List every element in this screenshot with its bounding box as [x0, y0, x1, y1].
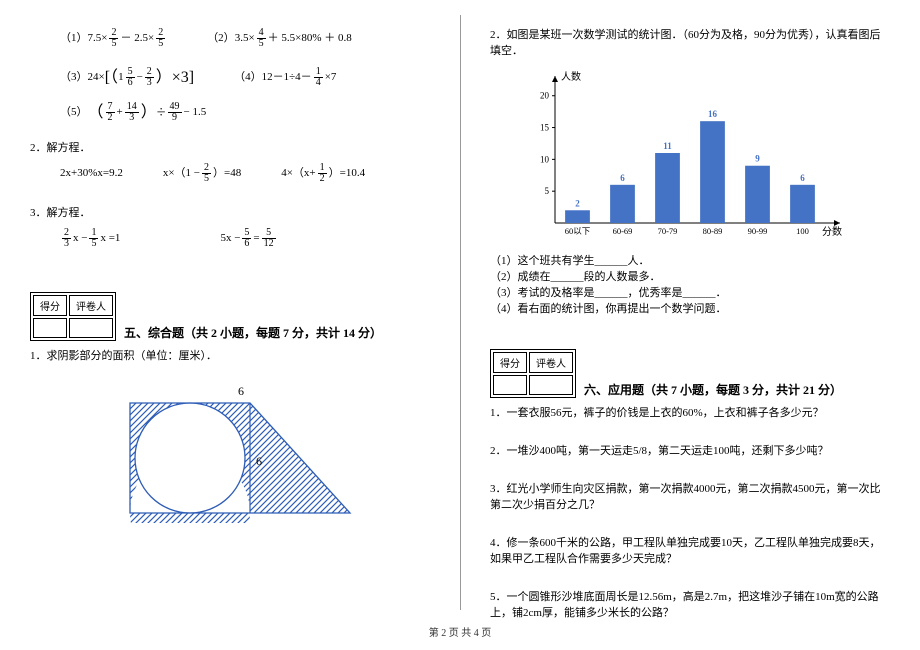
eq3-label: （3）	[60, 71, 88, 84]
svg-text:人数: 人数	[561, 70, 581, 83]
svg-text:80-89: 80-89	[703, 226, 723, 236]
svg-text:分数: 分数	[822, 225, 842, 238]
svg-text:20: 20	[540, 91, 550, 101]
heading-2: 2．解方程．	[30, 139, 430, 155]
svg-text:5: 5	[545, 186, 550, 196]
q2-4: （4）看右面的统计图，你再提出一个数学问题．	[490, 300, 890, 316]
q2-intro: 2．如图是某班一次数学测试的统计图．（60分为及格，90分为优秀），认真看图后填…	[490, 26, 890, 58]
svg-text:15: 15	[540, 123, 550, 133]
eq4-label: （4）12－1÷4－	[234, 71, 312, 84]
geo-label-side: 6	[256, 454, 262, 468]
svg-text:11: 11	[663, 141, 672, 151]
heading-3: 3．解方程．	[30, 204, 430, 220]
svg-text:90-99: 90-99	[748, 226, 768, 236]
solve-row-2: 23 x − 15 x =1 5x − 56 = 512	[60, 228, 430, 249]
page-footer: 第 2 页 共 4 页	[0, 620, 920, 639]
svg-text:60以下: 60以下	[565, 226, 591, 236]
p5: 5．一个圆锥形沙堆底面周长是12.56m，高是2.7m，把这堆沙子铺在10m宽的…	[490, 588, 890, 620]
solve-row-1: 2x+30%x=9.2 x×（1 − 25 ）=48 4×（x+ 12 ）=10…	[60, 163, 430, 184]
svg-text:60-69: 60-69	[613, 226, 633, 236]
svg-text:16: 16	[708, 109, 718, 119]
score-box-right: 得分评卷人	[490, 349, 576, 398]
eq2-label: （2）	[207, 32, 235, 45]
eq-row-2: （3） 24× [（ 1 56 − 23 ）×3] （4）12－1÷4－ 14 …	[60, 67, 430, 88]
p3: 3．红光小学师生向灾区捐款，第一次捐款4000元，第二次捐款4500元，第一次比…	[490, 480, 890, 512]
geometry-figure: 6 6	[100, 373, 360, 533]
svg-text:9: 9	[755, 154, 760, 164]
q2-2: （2）成绩在______段的人数最多．	[490, 268, 890, 284]
eq-row-3: （5） （ 72 + 143 ）÷ 499 − 1.5	[60, 102, 430, 123]
svg-text:70-79: 70-79	[658, 226, 678, 236]
column-divider	[460, 15, 461, 610]
svg-text:100: 100	[796, 226, 809, 236]
section-5-title: 五、综合题（共 2 小题，每题 7 分，共计 14 分）	[124, 324, 382, 341]
eq-row-1: （1）7.5× 25 － 2.5× 25 （2） 3.5× 45 ＋ 5.5×8…	[60, 28, 430, 49]
p4: 4．修一条600千米的公路，甲工程队单独完成要10天，乙工程队单独完成要8天，如…	[490, 534, 890, 566]
right-column: 2．如图是某班一次数学测试的统计图．（60分为及格，90分为优秀），认真看图后填…	[460, 0, 920, 620]
svg-text:6: 6	[800, 173, 805, 183]
q2-3: （3）考试的及格率是______，优秀率是______．	[490, 284, 890, 300]
left-column: （1）7.5× 25 － 2.5× 25 （2） 3.5× 45 ＋ 5.5×8…	[0, 0, 460, 620]
eq5-label: （5）	[60, 106, 88, 119]
svg-text:2: 2	[575, 198, 580, 208]
q5-1: 1．求阴影部分的面积（单位：厘米）．	[30, 347, 430, 363]
geo-label-top: 6	[238, 384, 244, 398]
score-box-left: 得分评卷人	[30, 292, 116, 341]
section-6-title: 六、应用题（共 7 小题，每题 3 分，共计 21 分）	[584, 381, 842, 398]
q2-1: （1）这个班共有学生______人．	[490, 252, 890, 268]
eq1-label: （1）7.5×	[60, 32, 107, 45]
bar-chart: 5 10 15 20 人数分数 2 60以下 6 60-69 11 70-79 16 80-89 9 90-…	[520, 68, 850, 248]
p1: 1．一套衣服56元，裤子的价钱是上衣的60%，上衣和裤子各多少元？	[490, 404, 890, 420]
svg-text:6: 6	[620, 173, 625, 183]
p2: 2．一堆沙400吨，第一天运走5/8，第二天运走100吨，还剩下多少吨？	[490, 442, 890, 458]
svg-text:10: 10	[540, 154, 550, 164]
